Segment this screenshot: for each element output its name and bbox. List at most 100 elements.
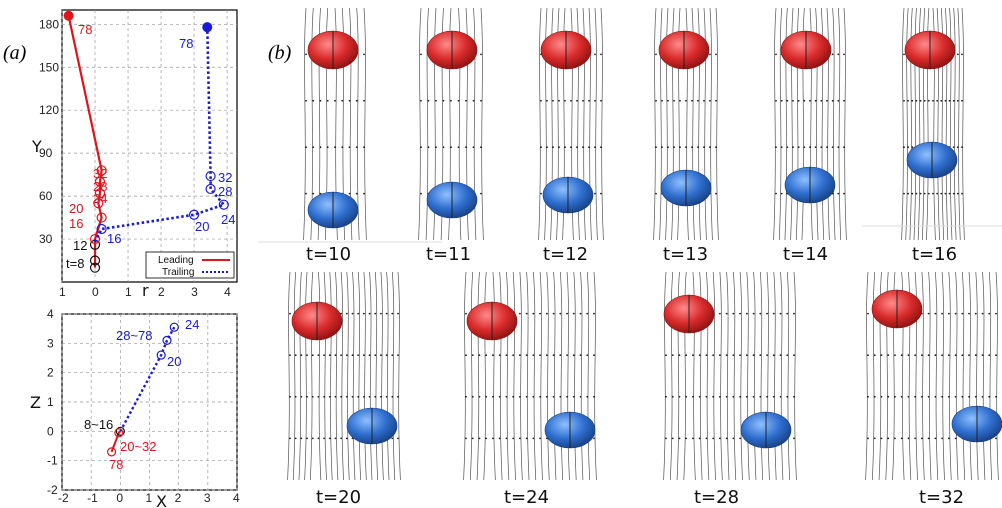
streamline-arrow — [766, 437, 768, 440]
streamline-arrow — [914, 312, 917, 315]
streamline-arrow — [941, 312, 944, 315]
streamline-arrow — [907, 395, 910, 398]
streamline-arrow — [334, 53, 336, 56]
streamline — [786, 271, 791, 481]
streamline — [341, 7, 345, 241]
streamline — [433, 7, 437, 241]
streamline — [766, 271, 770, 481]
streamline-arrow — [685, 99, 687, 102]
chart2-xlabel: X — [156, 492, 167, 508]
streamline-arrow — [564, 192, 566, 195]
streamline-arrow — [485, 354, 488, 357]
chart1-series — [63, 10, 229, 273]
streamline-arrow — [305, 192, 307, 195]
streamline-arrow — [326, 99, 329, 102]
y-tick-label: -1 — [47, 454, 58, 468]
streamline — [594, 7, 598, 241]
leading-end-dot — [63, 10, 74, 21]
streamline-arrow — [826, 53, 828, 56]
streamline-arrow — [920, 312, 923, 315]
streamline-arrow — [911, 53, 914, 56]
streamline-arrow — [961, 53, 963, 56]
streamline-arrow — [593, 312, 595, 315]
streamline-arrow — [334, 437, 337, 440]
streamline-arrow — [698, 354, 701, 357]
streamline-arrow — [341, 99, 344, 102]
streamline-arrow — [374, 312, 377, 315]
streamline — [304, 271, 308, 481]
streamline — [580, 271, 584, 481]
streamline-arrow — [323, 395, 326, 398]
leading-bubble — [540, 30, 592, 70]
streamline — [573, 271, 577, 481]
streamline — [676, 271, 680, 481]
streamline-arrow — [311, 437, 314, 440]
y-tick-label: 120 — [39, 103, 59, 117]
streamline-arrow — [803, 53, 806, 56]
streamline-arrow — [703, 53, 705, 56]
streamline-arrow — [759, 395, 762, 398]
streamline-arrow — [552, 312, 555, 315]
streamline-arrow — [498, 395, 501, 398]
streamline-arrow — [843, 192, 845, 195]
streamline-arrow — [745, 354, 748, 357]
streamline-arrow — [961, 146, 963, 149]
streamline-arrow — [919, 192, 922, 195]
streamline-arrow — [692, 312, 694, 315]
chart1-legend: Leading Trailing — [145, 251, 235, 279]
streamline-arrow — [357, 395, 360, 398]
streamline-arrow — [465, 354, 467, 357]
streamline-arrow — [294, 437, 297, 440]
frame-t=12 — [538, 7, 604, 241]
streamline-arrow — [952, 99, 955, 102]
streamline-arrow — [934, 395, 937, 398]
streamline-arrow — [712, 395, 715, 398]
streamline-arrow — [932, 53, 934, 56]
streamline-arrow — [927, 192, 930, 195]
streamline-arrow — [944, 192, 947, 195]
streamline — [715, 7, 719, 241]
streamline — [815, 7, 819, 241]
streamline-arrow — [780, 146, 783, 149]
streamline-arrow — [932, 146, 934, 149]
streamline — [699, 271, 703, 481]
streamline-arrow — [600, 146, 602, 149]
streamline-arrow — [564, 53, 566, 56]
streamline-arrow — [334, 99, 336, 102]
streamline-arrow — [552, 395, 555, 398]
streamline-arrow — [539, 312, 542, 315]
streamline-arrow — [525, 437, 528, 440]
streamline-arrow — [786, 53, 789, 56]
streamline-arrow — [903, 99, 905, 102]
streamline-arrow — [831, 53, 834, 56]
streamline-arrow — [779, 312, 782, 315]
streamline-arrow — [442, 146, 445, 149]
streamline-arrow — [961, 437, 964, 440]
streamline-arrow — [465, 395, 467, 398]
frame-label-t12: t=12 — [543, 244, 589, 265]
streamline-arrow — [974, 395, 977, 398]
streamline-arrow — [505, 312, 508, 315]
streamline-arrow — [492, 354, 494, 357]
streamline-arrow — [903, 53, 905, 56]
streamline-arrow — [792, 53, 794, 56]
streamline-arrow — [775, 146, 777, 149]
streamline-arrow — [809, 192, 811, 195]
streamline-arrow — [582, 99, 584, 102]
streamline — [309, 271, 314, 481]
chart1-annotation: 32 — [218, 170, 232, 185]
streamline-arrow — [471, 395, 474, 398]
streamline-arrow — [305, 146, 307, 149]
trailing-bubble — [906, 141, 958, 179]
streamline-arrow — [712, 354, 715, 357]
streamline-arrow — [709, 192, 711, 195]
streamline-arrow — [745, 312, 748, 315]
streamline-arrow — [940, 53, 943, 56]
streamline-arrow — [709, 53, 711, 56]
streamline-arrow — [312, 53, 315, 56]
streamline-arrow — [947, 354, 950, 357]
streamline-arrow — [961, 354, 964, 357]
x-tick-label: 1 — [125, 285, 132, 299]
streamline-arrow — [705, 395, 708, 398]
